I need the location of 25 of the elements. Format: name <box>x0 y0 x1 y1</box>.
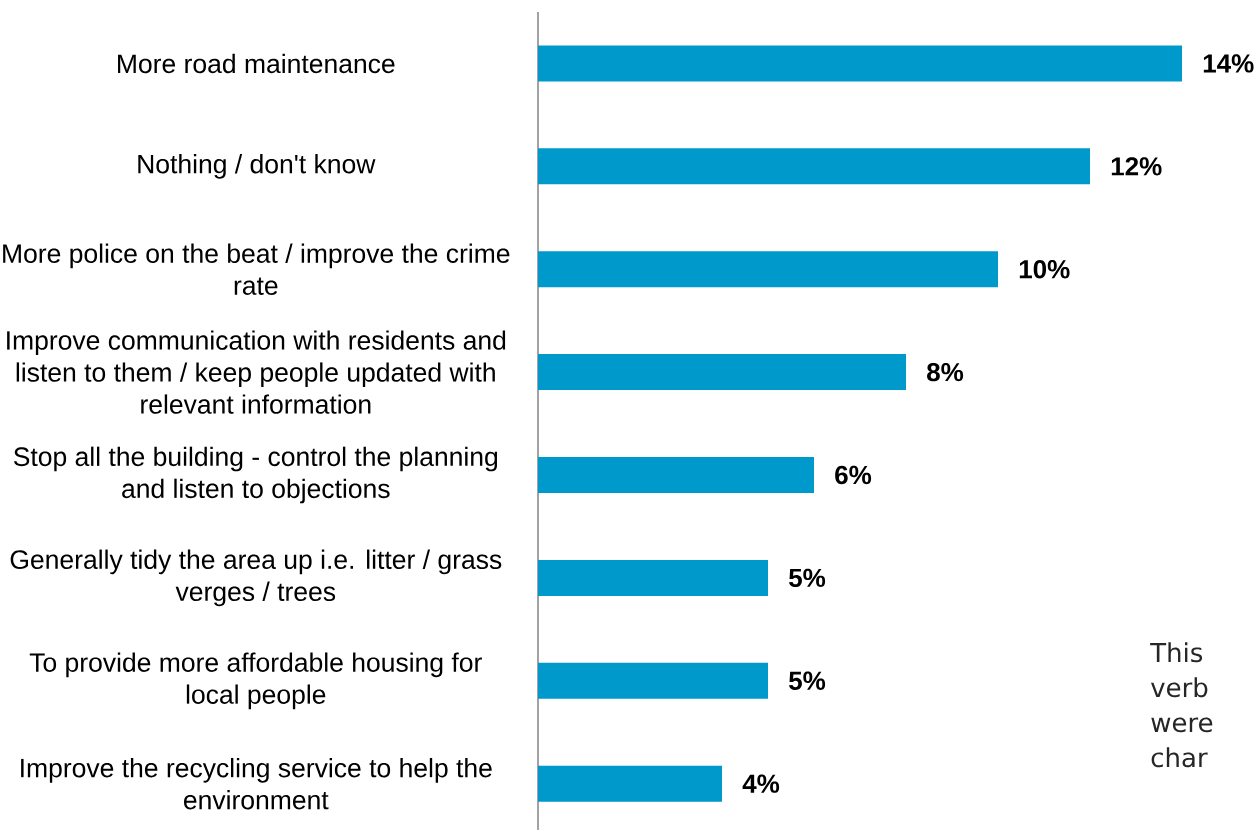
bar <box>538 765 723 802</box>
y-tick-label: Improve the recycling service to help the environment <box>21 757 492 810</box>
data-label: 5% <box>789 671 826 690</box>
y-tick-label: Generally tidy the area up i.e. litter / grass verges / trees <box>10 549 502 607</box>
annotation: This verb were char <box>1150 642 1213 768</box>
bar <box>538 457 815 494</box>
y-tick-label: Stop all the building - control the planning and listen to objections <box>13 446 498 504</box>
data-label: 12% <box>1111 157 1162 176</box>
data-label: 14% <box>1203 54 1254 73</box>
bar <box>538 662 769 699</box>
data-label: 10% <box>1019 260 1070 279</box>
bar <box>538 559 769 596</box>
y-tick-label: More police on the beat / improve the crime rate <box>3 243 510 295</box>
bar <box>538 354 907 391</box>
data-label: 8% <box>927 362 964 382</box>
bar <box>538 45 1183 82</box>
y-tick-label: Nothing / don't know <box>138 153 376 179</box>
bar <box>538 148 1091 185</box>
data-label: 4% <box>742 774 780 793</box>
y-tick-label: Improve communication with residents and listen to them / keep people updated with relevant information <box>7 330 506 414</box>
data-label: 6% <box>835 465 872 485</box>
bar <box>538 251 999 288</box>
y-tick-label: More road maintenance <box>118 53 395 74</box>
y-tick-label: To provide more affordable housing for local people <box>29 652 482 710</box>
data-label: 5% <box>789 568 826 588</box>
